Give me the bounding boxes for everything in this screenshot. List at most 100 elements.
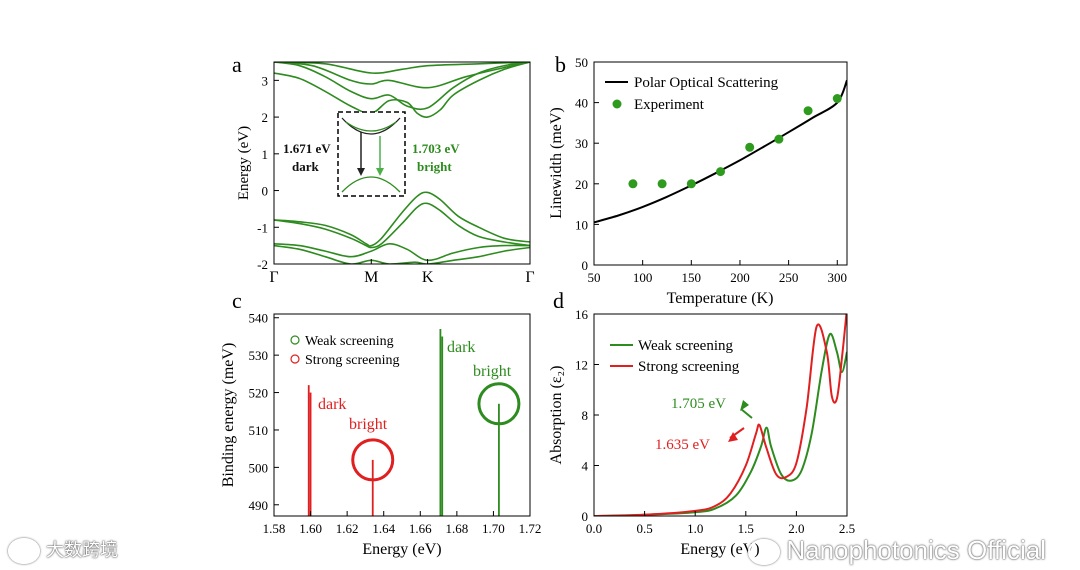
experiment-point [657,179,667,189]
legend-strong-marker [290,354,300,364]
inset: 1.671 eV dark 1.703 eV bright [283,111,460,197]
d-annotation-1705: 1.705 eV [671,396,726,412]
c-xtick-label: 1.68 [445,521,468,536]
absorption-line [594,332,847,516]
inset-dark-energy: 1.671 eV [283,141,331,156]
a-ytick-label: 0 [262,184,269,199]
experiment-point [832,94,842,104]
legend-weak-label: Weak screening [305,334,394,349]
legend-polar-label: Polar Optical Scattering [634,75,779,91]
b-ytick-label: 20 [575,177,588,192]
panel-label-b: b [555,52,566,77]
a-ytick-label: 2 [262,110,269,125]
d-ytick-label: 8 [582,408,589,423]
experiment-point [774,134,784,144]
inset-frame [337,111,406,197]
d-xtick-label: 0.5 [636,521,652,536]
legend-strong-label: Strong screening [305,353,399,368]
d-ytick-label: 0 [582,509,589,524]
panel-b-xlabel: Temperature (K) [667,290,774,307]
panel-b-frame [593,61,848,266]
watermark-left: 大数跨境 [8,536,118,564]
inset-bright-label: bright [417,159,452,174]
panel-b-legend: Polar Optical Scattering Experiment [605,75,779,113]
inset-bright-arrowhead [376,168,384,176]
a-ytick-label: -1 [257,220,268,235]
panel-d-plot [594,314,847,516]
d-xtick-label: 1.0 [687,521,703,536]
panel-c-plot [307,328,521,516]
legend-weak-marker [290,335,300,345]
c-xtick-label: 1.62 [336,521,359,536]
bright-exciton-circle [351,438,395,482]
panel-c-xlabel: Energy (eV) [362,541,441,558]
b-ytick-label: 30 [575,136,588,151]
panel-d: 0.0 0.5 1.0 1.5 2.0 2.5 0 4 8 12 16 Energy (eV) Ab… [548,307,855,558]
band-vb4 [274,244,530,264]
b-ytick-label: 0 [582,258,589,273]
c-ytick-label: 520 [249,386,269,401]
wechat-icon [748,539,781,566]
c-ytick-label: 490 [249,498,269,513]
panel-a-frame [273,61,531,265]
legend-d-weak-label: Weak screening [638,338,733,354]
band-structure [274,62,530,264]
inset-dark-arrowhead [357,168,365,176]
band-vb1 [274,191,530,247]
a-ytick-label: -2 [257,257,268,272]
d-ytick-label: 12 [575,358,588,373]
c-annotation-red-dark: dark [318,396,346,413]
experiment-point [803,106,813,116]
watermark-right: Nanophotonics Official [748,535,1046,566]
panel-b: 50 100 150 200 250 300 0 10 20 30 40 50 Temperature… [548,55,848,307]
panel-c-ylabel: Binding energy (meV) [220,343,237,488]
d-annotation-1635: 1.635 eV [655,437,710,453]
a-kpoint-label: K [422,269,434,286]
watermark-right-text: Nanophotonics Official [786,535,1046,565]
a-ytick-label: 1 [262,147,269,162]
b-xtick-label: 100 [633,270,653,285]
inset-bright-band-top [345,121,397,132]
b-ytick-label: 40 [575,96,588,111]
c-xtick-label: 1.64 [372,521,395,536]
d-ytick-label: 16 [575,307,589,322]
c-ytick-label: 510 [249,423,269,438]
c-xtick-label: 1.58 [263,521,286,536]
experiment-point [628,179,638,189]
panel-label-a: a [232,52,242,77]
c-ytick-label: 500 [249,460,269,475]
b-xtick-label: 50 [588,270,601,285]
b-ytick-label: 50 [575,55,588,70]
d-xtick-label: 0.0 [586,521,602,536]
panel-b-plot [594,79,847,224]
d-arrowhead-1705 [740,400,749,411]
band-cb3 [274,62,530,89]
d-arrow-1705 [740,408,753,419]
b-xtick-label: 150 [682,270,702,285]
panel-label-d: d [553,288,564,313]
band-vb3 [274,242,530,262]
c-ytick-label: 530 [249,348,269,363]
bright-exciton-circle [477,382,521,426]
a-kpoint-label: M [364,269,378,286]
experiment-point [686,179,696,189]
a-kpoint-label: Γ [525,269,534,286]
absorption-line [594,314,847,516]
c-annotation-green-dark: dark [447,339,475,356]
panel-label-c: c [232,288,242,313]
d-xtick-label: 2.0 [788,521,804,536]
b-ytick-label: 10 [575,217,588,232]
band-cb4 [274,62,530,74]
band-cb2 [274,62,530,111]
panel-b-axes: 50 100 150 200 250 300 0 10 20 30 40 50 [575,55,847,285]
panel-d-xlabel: Energy (eV) [680,541,759,558]
a-ytick-label: 3 [262,73,269,88]
panel-c: 1.58 1.60 1.62 1.64 1.66 1.68 1.70 1.72 490 500 51… [220,311,541,558]
b-xtick-label: 250 [779,270,799,285]
panel-d-legend: Weak screening Strong screening [610,338,740,375]
panel-d-ylabel: Absorption (ε₂) [548,366,565,465]
legend-experiment-label: Experiment [634,97,705,113]
b-xtick-label: 200 [730,270,750,285]
c-xtick-label: 1.66 [409,521,432,536]
d-arrowhead-1635 [728,432,738,442]
